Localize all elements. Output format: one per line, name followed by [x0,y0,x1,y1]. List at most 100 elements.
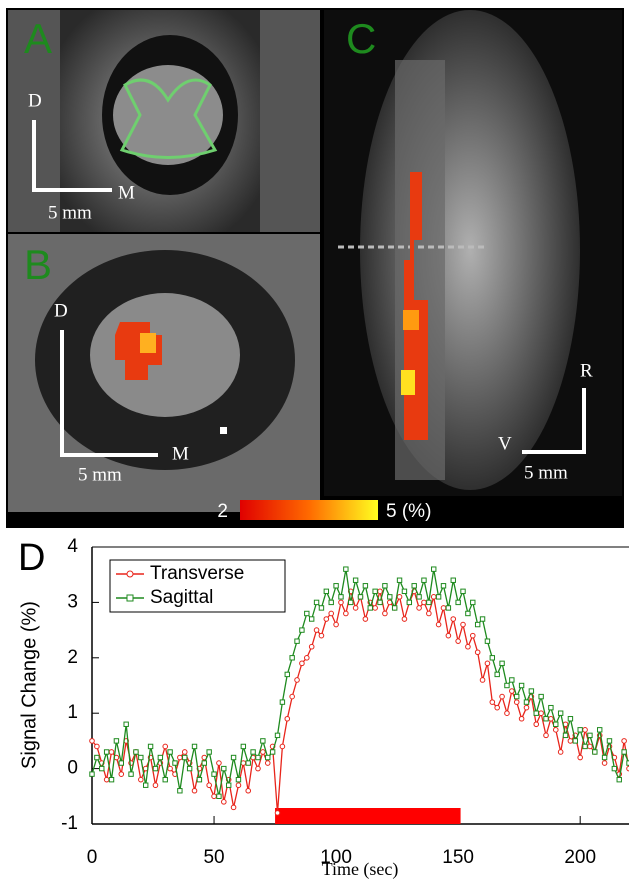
data-point [383,584,387,588]
data-point [622,750,626,754]
data-point [114,739,118,743]
data-point [505,711,510,716]
data-point [324,589,328,593]
data-point [461,589,465,593]
data-point [544,733,549,738]
stimulus-bar [275,808,461,824]
scale-label: 5 mm [524,462,568,483]
data-point [119,761,123,765]
data-point [153,766,157,770]
data-point [602,761,607,766]
data-point [256,766,261,771]
data-point [222,766,226,770]
data-point [231,755,235,759]
x-tick-label: 200 [564,847,596,868]
data-point [119,772,124,777]
data-point [300,628,304,632]
data-point [578,728,582,732]
data-point [583,728,588,733]
data-point [436,595,440,599]
data-point [280,744,285,749]
data-point [539,694,543,698]
data-point [524,705,529,710]
data-point [515,694,519,698]
data-point [602,755,606,759]
data-point [305,656,310,661]
y-axis-label: Signal Change (%) [18,601,40,769]
data-point [314,628,319,633]
data-point [187,766,191,770]
panel-c: C R V 5 mm [324,10,622,496]
figure: A D M 5 mm B D M 5 mm C R V 5 mm 2 5 (%) [0,0,629,882]
data-point [212,772,216,776]
panel-label: C [346,15,376,62]
legend-label: Transverse [150,563,244,584]
data-point [422,578,426,582]
data-point [544,717,548,721]
data-point [139,777,144,782]
data-point [353,606,358,611]
data-point [95,755,99,759]
data-point [90,739,95,744]
mri-image [360,10,580,490]
data-point [470,633,475,638]
data-point [134,750,138,754]
data-point [534,711,538,715]
data-point [90,772,94,776]
data-point [427,611,432,616]
data-point [451,617,456,622]
data-point [441,584,445,588]
data-point [500,661,504,665]
data-point [256,755,260,759]
data-point [109,777,113,781]
data-point [192,788,197,793]
data-point [554,722,558,726]
data-point [588,733,592,737]
data-point [363,617,368,622]
data-point [124,722,128,726]
panel-label: D [18,537,45,579]
data-point [236,783,241,788]
data-point [534,722,539,727]
axis-label: D [54,300,68,321]
data-point [578,755,583,760]
data-point [222,800,227,805]
data-point [339,600,344,605]
data-point [383,611,388,616]
data-point [275,733,279,737]
data-point [417,595,421,599]
data-point [612,766,616,770]
data-point [402,589,406,593]
data-point [226,783,230,787]
colorbar-label: 5 (%) [386,501,431,522]
data-point [539,711,544,716]
data-point [446,633,451,638]
marker [220,427,227,434]
data-point [104,750,108,754]
data-point [593,750,597,754]
data-point [519,683,523,687]
y-tick-label: -1 [61,813,78,834]
data-point [495,705,500,710]
data-point [490,700,495,705]
panel-a: A D M 5 mm [8,10,320,232]
data-point [266,755,270,759]
data-point [182,750,187,755]
data-point [549,705,553,709]
data-point [461,622,466,627]
data-point [314,600,318,604]
data-point [173,761,177,765]
data-point [217,794,221,798]
data-point [192,744,196,748]
data-point [309,644,314,649]
panel-label: A [24,15,52,62]
y-tick-label: 1 [67,702,78,723]
data-point [524,700,528,704]
y-tick-label: 2 [67,647,78,668]
axis-label: R [580,360,593,381]
data-point [265,761,270,766]
data-point [349,600,353,604]
legend-marker [127,595,133,601]
data-point [500,694,505,699]
data-point [392,606,396,610]
